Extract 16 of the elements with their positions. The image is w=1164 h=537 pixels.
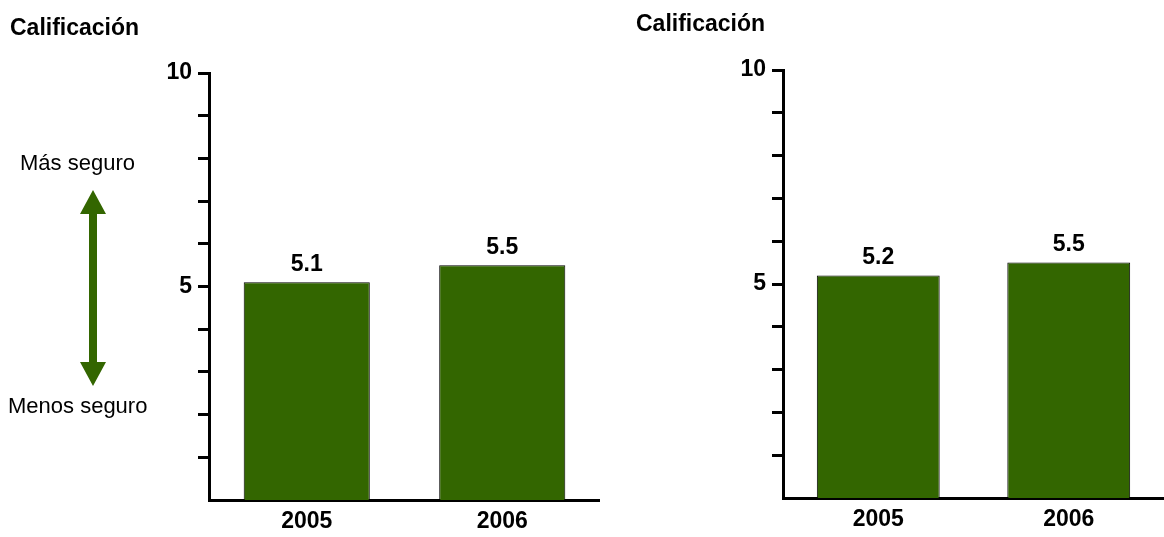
y-tick-label: 5 [179,271,193,298]
y-axis-title: Calificación [636,10,766,37]
y-tick-label: 10 [166,58,192,85]
y-tick-label: 10 [740,55,766,82]
y-tick-label: 5 [753,269,767,296]
x-tick-label: 2006 [1043,505,1095,532]
data-label: 5.5 [486,232,519,259]
x-tick-label: 2006 [476,507,528,534]
data-label: 5.1 [290,250,323,277]
x-tick-label: 2005 [852,505,905,532]
data-label: 5.5 [1052,230,1085,257]
text: Más seguro [20,150,135,176]
x-tick-label: 2005 [281,507,333,534]
text: Menos seguro [8,393,148,419]
data-label: 5.2 [862,243,895,270]
y-axis-title: Calificación [10,14,140,41]
